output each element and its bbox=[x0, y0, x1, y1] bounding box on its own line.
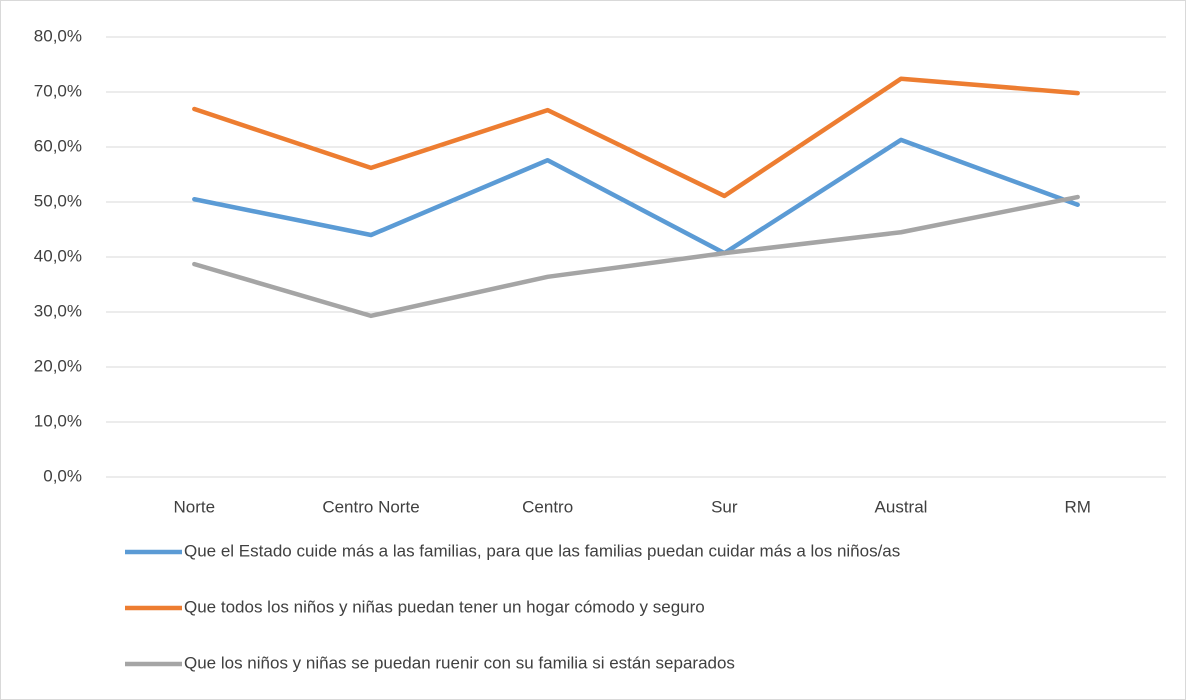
y-tick-label: 20,0% bbox=[34, 356, 82, 375]
x-tick-label: Norte bbox=[174, 497, 216, 516]
y-tick-label: 60,0% bbox=[34, 136, 82, 155]
legend-label: Que el Estado cuide más a las familias, … bbox=[184, 541, 900, 560]
x-tick-label: RM bbox=[1064, 497, 1090, 516]
series-line bbox=[192, 194, 1080, 319]
x-tick-label: Centro bbox=[522, 497, 573, 516]
x-tick-label: Centro Norte bbox=[322, 497, 419, 516]
legend-label: Que todos los niños y niñas puedan tener… bbox=[184, 597, 705, 616]
y-tick-label: 70,0% bbox=[34, 81, 82, 100]
x-tick-label: Sur bbox=[711, 497, 738, 516]
x-tick-label: Austral bbox=[875, 497, 928, 516]
y-tick-label: 10,0% bbox=[34, 411, 82, 430]
y-tick-label: 0,0% bbox=[43, 466, 82, 485]
y-tick-label: 40,0% bbox=[34, 246, 82, 265]
y-tick-label: 80,0% bbox=[34, 26, 82, 45]
y-tick-label: 50,0% bbox=[34, 191, 82, 210]
series-line bbox=[192, 76, 1080, 199]
series-line bbox=[192, 137, 1080, 256]
y-tick-label: 30,0% bbox=[34, 301, 82, 320]
legend-label: Que los niños y niñas se puedan ruenir c… bbox=[184, 653, 735, 672]
